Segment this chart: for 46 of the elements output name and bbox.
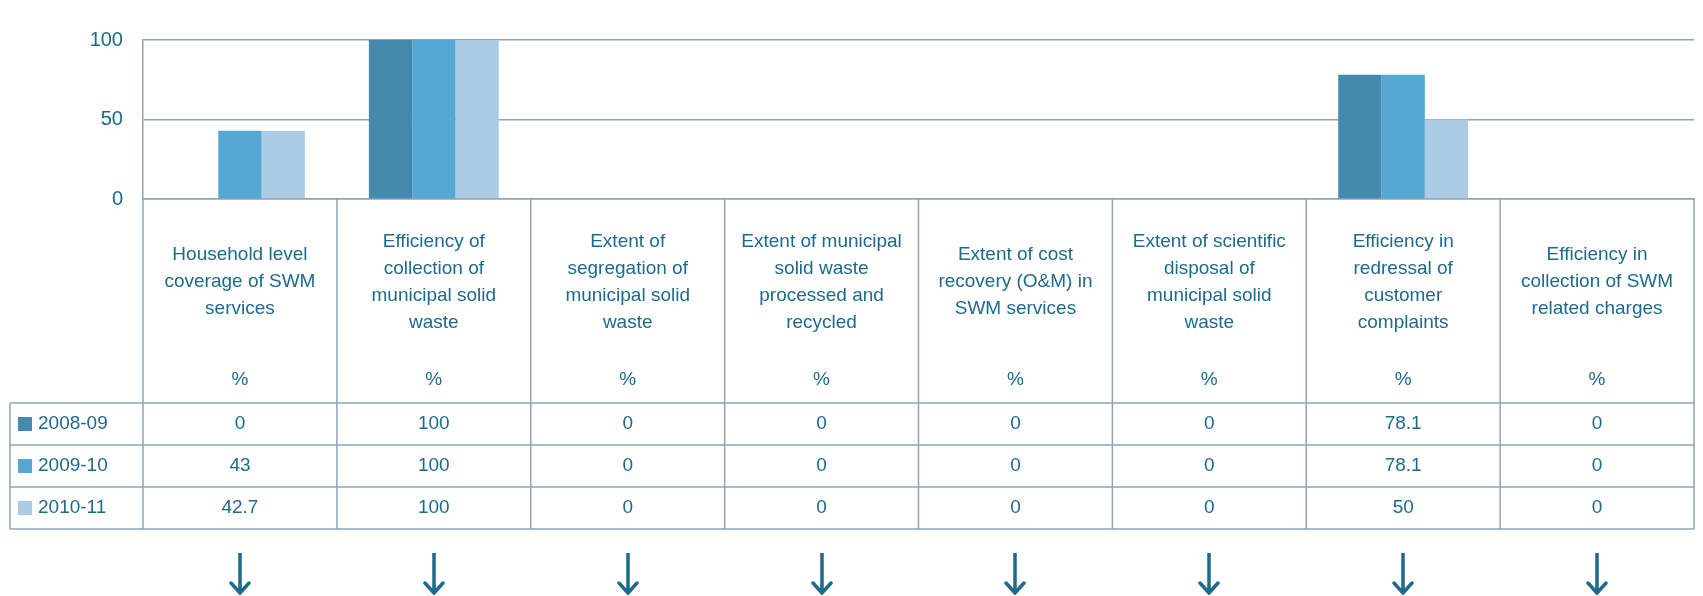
y-tick-label: 100 (89, 27, 123, 50)
legend-label: 2009-10 (38, 454, 108, 476)
data-label: 78.1 (1384, 454, 1422, 476)
data-label: 0 (816, 496, 827, 518)
category-label: Efficiency in redressal of customer complaints % (1352, 229, 1454, 390)
data-label: 100 (417, 454, 450, 476)
category-label: Extent of municipal solid waste processed and recycled % (741, 229, 902, 390)
legend-label: 2008-09 (38, 412, 108, 434)
data-label: 0 (1591, 412, 1603, 434)
data-label: 42.7 (221, 496, 259, 518)
bar (218, 130, 262, 199)
category-label: Efficiency in collection of SWM related charges % (1521, 243, 1674, 390)
bar (455, 40, 499, 199)
data-label: 0 (816, 412, 827, 434)
category-label: Extent of scientific disposal of municipal solid waste % (1132, 229, 1286, 390)
bar (1381, 74, 1425, 199)
data-label: 0 (1010, 454, 1021, 476)
category-label: Extent of segregation of municipal solid waste % (565, 229, 690, 390)
data-label: 50 (1392, 496, 1414, 518)
data-label: 0 (1591, 496, 1603, 518)
data-label: 0 (1010, 412, 1021, 434)
data-label: 78.1 (1384, 412, 1422, 434)
category-label: Extent of cost recovery (O&M) in SWM services % (938, 243, 1093, 390)
data-label: 0 (622, 496, 633, 518)
data-label: 0 (1204, 412, 1215, 434)
y-tick-label: 50 (100, 107, 123, 130)
data-label: 100 (417, 496, 450, 518)
category-label: Household level coverage of SWM services % (164, 243, 316, 390)
bar (368, 40, 413, 199)
data-label: 43 (229, 454, 251, 476)
y-tick-label: 0 (111, 186, 123, 209)
data-label: 0 (1204, 496, 1215, 518)
data-label: 0 (816, 454, 827, 476)
legend-label: 2010-11 (38, 496, 107, 518)
data-label: 0 (1204, 454, 1215, 476)
data-label: 0 (1591, 454, 1603, 476)
bar (261, 131, 305, 199)
data-label: 0 (622, 454, 633, 476)
bar (1424, 119, 1469, 199)
data-label: 0 (1010, 496, 1021, 518)
data-label: 0 (622, 412, 633, 434)
data-label: 0 (234, 412, 246, 434)
bar (1338, 74, 1382, 199)
data-label: 100 (417, 412, 450, 434)
category-label: Efficiency of collection of municipal solid waste % (371, 229, 497, 390)
bar (412, 40, 456, 199)
